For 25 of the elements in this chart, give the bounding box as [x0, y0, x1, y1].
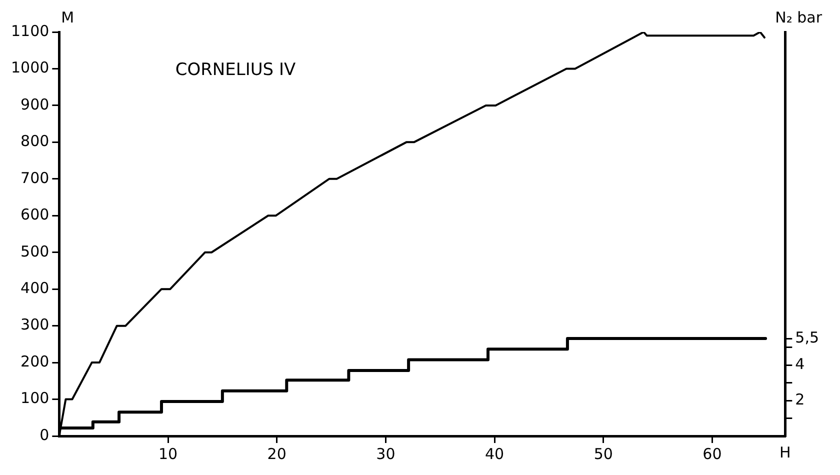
y2-tick-label: 5,5: [795, 328, 820, 346]
y-tick-label: 100: [20, 389, 50, 408]
y-tick-label: 500: [20, 242, 50, 260]
y-axis-title: M: [61, 8, 74, 26]
x-tick-label: 30: [376, 444, 396, 463]
y-tick-label: 900: [20, 95, 50, 114]
y2-tick-label: 2: [795, 390, 805, 408]
y2-axis-title: N₂ bar: [775, 8, 823, 26]
y2-tick-label: 4: [795, 355, 805, 374]
y-tick-label: 700: [20, 168, 50, 187]
y-tick-label: 400: [20, 278, 50, 297]
x-axis-title: H: [780, 443, 791, 462]
y-tick-label: 300: [20, 316, 50, 334]
annotation: CORNELIUS IV: [175, 60, 296, 80]
y-tick-label: 800: [20, 132, 50, 150]
x-tick-label: 10: [158, 444, 178, 463]
y-tick-label: 600: [20, 206, 50, 224]
y-tick-label: 1100: [10, 22, 50, 40]
y-tick-label: 1000: [10, 58, 50, 77]
y-tick-label: 200: [20, 352, 50, 370]
x-tick-label: 60: [702, 444, 722, 463]
x-tick-label: 40: [484, 444, 504, 463]
y-tick-label: 0: [40, 426, 50, 444]
x-tick-label: 50: [594, 444, 613, 463]
x-tick-label: 20: [267, 444, 286, 463]
